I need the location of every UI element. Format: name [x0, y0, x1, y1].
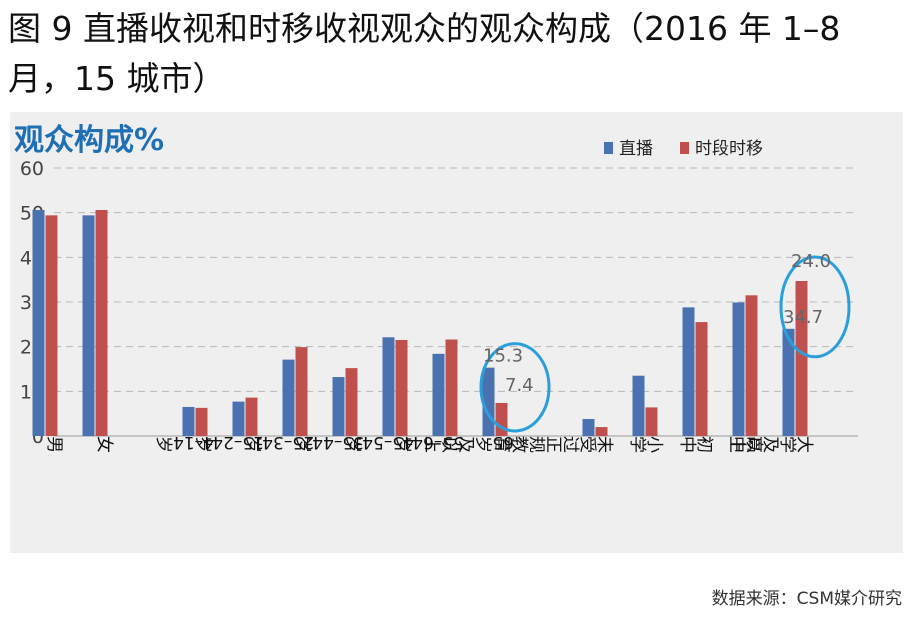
x-tick-label: 55–64岁	[395, 432, 464, 452]
bar-live	[682, 307, 695, 436]
x-tick-label: 4–14岁	[156, 432, 214, 452]
bar-timeshift	[195, 407, 208, 436]
bar-live	[232, 401, 245, 436]
data-label: 24.0	[791, 251, 831, 272]
x-tick-label: 未受过正规教育	[494, 432, 614, 453]
data-label: 15.3	[483, 346, 523, 367]
highlight-circle	[779, 255, 851, 359]
bar-live	[782, 328, 795, 436]
x-tick-label: 35–44岁	[295, 432, 364, 452]
bar-timeshift	[45, 215, 58, 436]
bar-timeshift	[445, 339, 458, 436]
bar-live	[632, 375, 645, 436]
y-tick-label: 60	[20, 158, 44, 180]
data-label: 34.7	[783, 307, 823, 328]
bar-timeshift	[695, 322, 708, 436]
x-axis-labels: 男 女 4–14岁15–24岁25–34岁35–44岁45–54岁55–64岁65岁…	[46, 432, 814, 453]
legend: 直播 时段时移	[604, 139, 763, 159]
x-tick-label: 女	[97, 432, 114, 453]
bar-timeshift	[645, 407, 658, 436]
bar-live	[432, 353, 445, 436]
bar-live	[382, 337, 395, 436]
bar-timeshift	[395, 339, 408, 436]
x-tick-label: 男	[46, 432, 64, 453]
x-tick-label: 小学	[630, 432, 664, 453]
bar-timeshift	[345, 368, 358, 436]
bar-live	[82, 215, 95, 436]
y-axis-label: 观众构成%	[14, 123, 164, 158]
chart-panel: 0 10 20 30 40 50 60 男女 4–14岁 15–24岁 25–34岁 35–44岁 4…	[10, 112, 903, 553]
bar-timeshift	[295, 347, 308, 436]
source-note: 数据来源：CSM媒介研究	[711, 589, 902, 609]
bar-timeshift	[795, 281, 808, 436]
bar-timeshift	[745, 295, 758, 436]
bar-live	[32, 209, 45, 436]
bar-live	[582, 419, 595, 436]
bar-live	[732, 302, 745, 436]
bar-live	[282, 359, 295, 436]
legend-label-live: 直播	[619, 139, 653, 159]
figure-title: 图 9 直播收视和时移收视观众的观众构成（2016 年 1–8 月，15 城市）	[8, 9, 841, 98]
bar-live	[182, 406, 195, 436]
bar-timeshift	[95, 209, 108, 436]
bar-timeshift	[595, 427, 608, 436]
legend-swatch-live	[604, 142, 613, 154]
x-tick-label: 大学及以上	[729, 432, 814, 453]
x-tick-label: 初中	[680, 432, 714, 453]
legend-swatch-timeshift	[680, 142, 689, 154]
legend-label-timeshift: 时段时移	[695, 139, 763, 159]
x-tick-label: 65岁及以上	[424, 432, 514, 453]
x-tick-label: 25–34岁	[245, 432, 314, 452]
highlight-circle	[479, 342, 551, 433]
bar-chart: 0102030405060 男女 4–14岁15–24岁25–34岁35–44岁4…	[14, 123, 858, 453]
bar-live	[332, 377, 345, 436]
x-tick-label: 高中	[730, 432, 764, 452]
bar-timeshift	[245, 397, 258, 436]
data-label: 7.4	[505, 375, 534, 396]
bars	[32, 209, 808, 436]
x-tick-label: 45–54岁	[345, 432, 414, 452]
x-tick-label: 15–24岁	[195, 432, 264, 452]
value-annotations: 15.3 7.4 34.7 24.0	[479, 251, 851, 433]
